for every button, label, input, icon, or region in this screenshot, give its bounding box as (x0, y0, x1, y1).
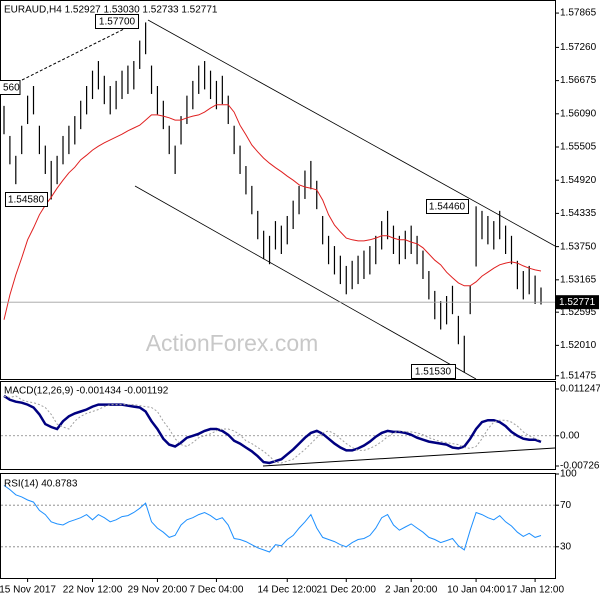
x-tick-label: 29 Nov 20:00 (128, 585, 188, 596)
rsi-title: RSI(14) 40.8783 (4, 479, 78, 490)
y-tick-label: 1.57260 (560, 42, 597, 53)
macd-frame (0, 381, 556, 470)
annotation: 1.57700 (95, 14, 139, 29)
y-tick-label: 1.52595 (560, 307, 597, 318)
y-tick-label: 0.00 (560, 430, 580, 441)
y-tick-label: 1.54335 (560, 208, 597, 219)
annotation-text: 560 (3, 83, 20, 94)
y-tick-label: 1.53750 (560, 241, 597, 252)
series-line (3, 394, 542, 465)
channel-lower (134, 185, 477, 380)
y-tick-label: 1.52010 (560, 340, 597, 351)
x-tick-label: 15 Nov 2017 (0, 585, 56, 596)
dotted-trend (21, 21, 139, 81)
annotation: 560 (0, 80, 21, 95)
y-tick-label: 100 (560, 469, 577, 480)
annotation-text: 1.54460 (429, 202, 466, 213)
macd-trend (262, 447, 556, 467)
last-price-label: 1.52771 (559, 297, 596, 308)
series-line (3, 484, 542, 553)
x-tick-label: 22 Nov 12:00 (63, 585, 123, 596)
x-tick-label: 14 Dec 12:00 (258, 585, 318, 596)
annotation-text: 1.54580 (8, 195, 45, 206)
price-frame (0, 0, 556, 380)
annotation-text: 1.57700 (99, 17, 136, 28)
x-tick-label: 2 Jan 20:00 (385, 585, 438, 596)
watermark: ActionForex.com (146, 330, 319, 356)
x-tick-label: 21 Dec 20:00 (317, 585, 377, 596)
annotation: 1.51530 (411, 364, 456, 379)
macd-title: MACD(12,26,9) -0.001434 -0.001192 (4, 386, 169, 397)
y-tick-label: 1.51475 (560, 370, 597, 381)
x-tick-label: 17 Jan 12:00 (506, 585, 564, 596)
y-tick-label: 70 (560, 500, 572, 511)
y-tick-label: 1.57865 (560, 8, 597, 19)
last-price-box (556, 295, 599, 310)
rsi-frame (0, 473, 556, 579)
annotation: 1.54580 (5, 192, 48, 207)
y-tick-label: 1.56090 (560, 108, 597, 119)
x-tick-label: 10 Jan 04:00 (447, 585, 505, 596)
plot: 1.57865 1.57260 1.56675 1.56090 1.55505 1.549… (0, 8, 600, 596)
price-title: EURAUD,H4 1.52927 1.53030 1.52733 1.5277… (4, 5, 218, 16)
y-tick-label: 30 (560, 541, 572, 552)
series-line (3, 395, 542, 464)
channel-upper (147, 19, 556, 247)
y-tick-label: 0.011247 (560, 384, 600, 395)
annotation-text: 1.51530 (415, 367, 452, 378)
y-tick-label: 1.53165 (560, 274, 597, 285)
series-line (3, 104, 542, 320)
y-tick-label: 1.56675 (560, 75, 597, 86)
y-tick-label: 1.54920 (560, 175, 597, 186)
y-tick-label: 1.55505 (560, 142, 597, 153)
annotation: 1.54460 (426, 199, 469, 214)
x-tick-label: 7 Dec 04:00 (189, 585, 243, 596)
y-tick-label: -0.007263 (560, 461, 600, 472)
